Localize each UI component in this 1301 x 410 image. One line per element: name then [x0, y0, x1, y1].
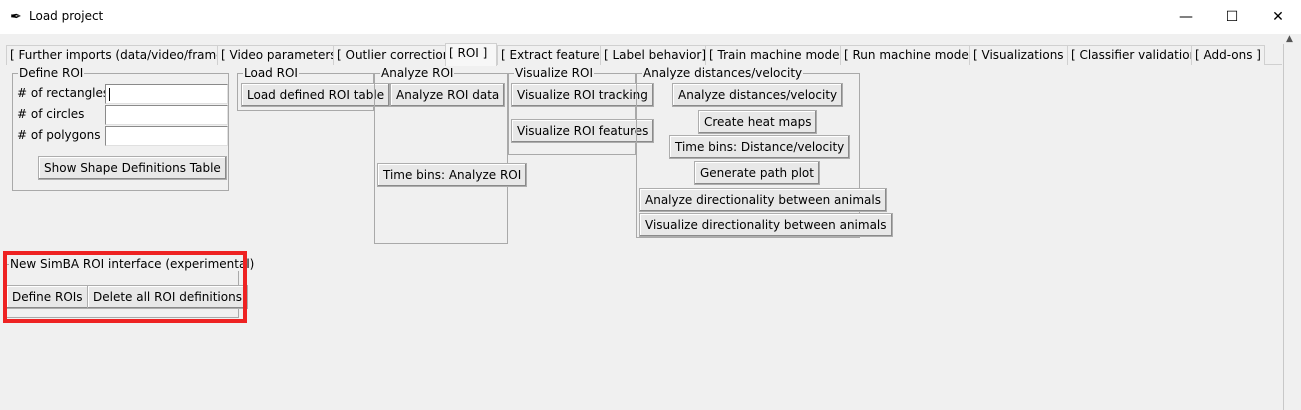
circles-label: # of circles — [17, 107, 85, 121]
circles-input[interactable] — [105, 105, 228, 125]
visualize-roi-features-button[interactable]: Visualize ROI features — [511, 119, 655, 143]
tab-classifier-validation[interactable]: [ Classifier validation ] — [1067, 45, 1210, 65]
tab-bar: [ Further imports (data/video/frames) ] … — [6, 43, 1282, 66]
tab-visualizations[interactable]: [ Visualizations ] — [969, 45, 1077, 65]
delete-roi-definitions-button[interactable]: Delete all ROI definitions — [87, 285, 248, 309]
new-roi-interface-label: New SimBA ROI interface (experimental) — [9, 257, 256, 271]
define-roi-label: Define ROI — [18, 66, 85, 80]
feather-icon: ✒ — [10, 9, 22, 25]
maximize-button[interactable]: ☐ — [1225, 9, 1239, 25]
new-roi-interface-group: New SimBA ROI interface (experimental) D… — [6, 257, 256, 318]
polygons-input[interactable] — [105, 126, 228, 146]
load-roi-label: Load ROI — [243, 66, 299, 80]
tab-roi[interactable]: [ ROI ] — [445, 43, 497, 66]
text-caret — [109, 88, 110, 101]
rectangles-input[interactable] — [105, 84, 228, 104]
analyze-distances-velocity-button[interactable]: Analyze distances/velocity — [672, 83, 844, 107]
scroll-up-icon[interactable]: ▲ — [1286, 34, 1293, 44]
analyze-distances-group: Analyze distances/velocity Analyze dista… — [636, 66, 893, 238]
scroll-border — [1283, 44, 1284, 410]
generate-path-plot-button[interactable]: Generate path plot — [694, 161, 820, 185]
tab-further-imports[interactable]: [ Further imports (data/video/frames) ] — [6, 45, 247, 65]
analyze-roi-data-button[interactable]: Analyze ROI data — [390, 83, 506, 107]
rectangles-label: # of rectangles — [17, 86, 110, 100]
visualize-roi-tracking-button[interactable]: Visualize ROI tracking — [511, 83, 654, 107]
visualize-roi-label: Visualize ROI — [514, 66, 594, 80]
highlight-box — [3, 251, 247, 323]
tab-run-machine-model[interactable]: [ Run machine model ] — [840, 45, 985, 65]
tab-train-machine-model[interactable]: [ Train machine model ] — [705, 45, 856, 65]
tab-add-ons[interactable]: [ Add-ons ] — [1191, 45, 1265, 65]
show-shape-definitions-button[interactable]: Show Shape Definitions Table — [38, 156, 227, 180]
time-bins-distance-velocity-button[interactable]: Time bins: Distance/velocity — [669, 135, 851, 159]
analyze-directionality-button[interactable]: Analyze directionality between animals — [639, 188, 887, 212]
tab-video-parameters[interactable]: [ Video parameters ] — [217, 45, 350, 65]
window-title: Load project — [29, 9, 104, 23]
visualize-roi-group: Visualize ROI Visualize ROI tracking Vis… — [508, 66, 655, 155]
analyze-roi-group: Analyze ROI Analyze ROI data Time bins: … — [374, 66, 528, 244]
title-bar: ✒ Load project — ☐ ✕ — [0, 0, 1301, 34]
define-roi-group: Define ROI # of rectangles # of circles … — [12, 66, 229, 191]
load-roi-table-button[interactable]: Load defined ROI table — [241, 83, 391, 107]
create-heat-maps-button[interactable]: Create heat maps — [698, 110, 818, 134]
define-rois-button[interactable]: Define ROIs — [6, 285, 89, 309]
visualize-directionality-button[interactable]: Visualize directionality between animals — [639, 213, 893, 237]
tab-label-behavior[interactable]: [ Label behavior] — [600, 45, 711, 65]
time-bins-analyze-roi-button[interactable]: Time bins: Analyze ROI — [377, 163, 528, 187]
analyze-distances-label: Analyze distances/velocity — [642, 66, 804, 80]
load-roi-group: Load ROI Load defined ROI table — [237, 66, 391, 111]
analyze-roi-label: Analyze ROI — [380, 66, 455, 80]
tab-outlier-correction[interactable]: [ Outlier correction ] — [333, 45, 463, 65]
polygons-label: # of polygons — [17, 128, 101, 142]
close-button[interactable]: ✕ — [1272, 9, 1284, 25]
minimize-button[interactable]: — — [1179, 9, 1193, 25]
